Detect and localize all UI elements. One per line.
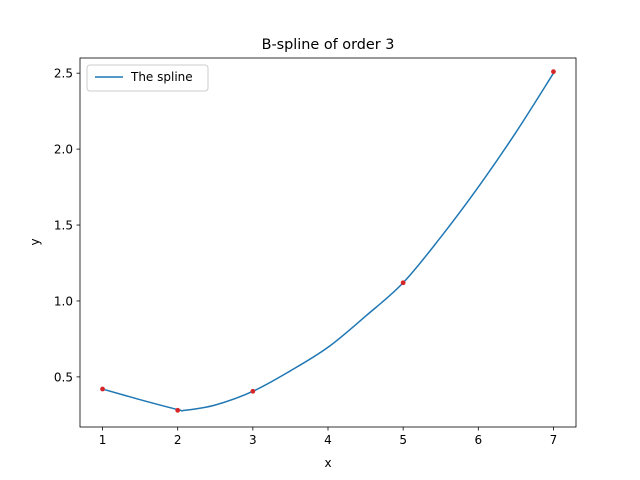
chart-title: B-spline of order 3 bbox=[262, 37, 395, 53]
y-tick-label: 1.0 bbox=[54, 294, 73, 308]
y-tick-label: 2.0 bbox=[54, 143, 73, 157]
x-tick-label: 4 bbox=[324, 433, 332, 447]
x-tick-label: 1 bbox=[99, 433, 107, 447]
data-point bbox=[551, 69, 556, 75]
plot-area bbox=[100, 69, 556, 413]
x-tick-label: 2 bbox=[174, 433, 182, 447]
legend-label-the-spline: The spline bbox=[130, 70, 193, 84]
x-tick-label: 3 bbox=[249, 433, 257, 447]
x-tick-label: 7 bbox=[550, 433, 558, 447]
data-point bbox=[100, 386, 105, 392]
data-point bbox=[175, 407, 181, 413]
x-axis-label: x bbox=[324, 456, 331, 470]
x-tick-label: 5 bbox=[399, 433, 407, 447]
y-tick-label: 2.5 bbox=[54, 67, 73, 81]
y-tick-label: 1.5 bbox=[54, 219, 73, 233]
x-tick-label: 6 bbox=[474, 433, 482, 447]
data-point bbox=[400, 280, 406, 286]
y-axis: 0.5 1.0 1.5 2.0 2.5 bbox=[54, 67, 80, 384]
y-axis-label: y bbox=[28, 238, 42, 245]
x-axis: 1 2 3 4 5 6 7 bbox=[99, 427, 558, 447]
data-point bbox=[250, 388, 256, 394]
legend: The spline bbox=[86, 64, 209, 92]
y-tick-label: 0.5 bbox=[54, 370, 73, 384]
legend-box bbox=[86, 64, 209, 92]
